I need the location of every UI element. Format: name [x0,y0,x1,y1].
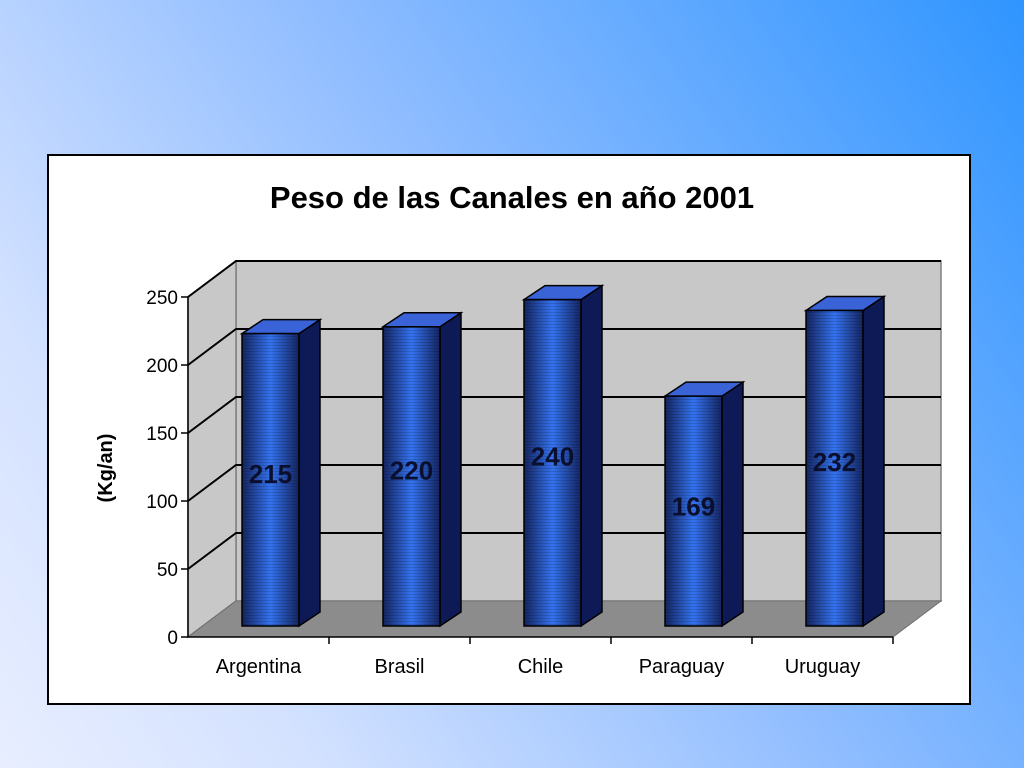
chart-title: Peso de las Canales en año 2001 [269,180,755,215]
x-tick-label: Argentina [216,656,302,678]
data-label: 169 [672,491,715,521]
y-tick-label: 50 [157,560,178,581]
bar-texture [383,326,440,626]
y-tick-label: 150 [146,424,178,445]
y-tick-label: 200 [146,356,178,377]
data-label: 215 [249,459,292,489]
bar-side [580,284,603,628]
y-tick-label: 0 [167,628,178,649]
x-tick-label: Uruguay [785,656,861,678]
x-tick-label: Paraguay [639,656,725,678]
y-tick-label: 250 [146,288,178,309]
bar-texture [806,310,863,626]
bar-side [298,318,321,628]
bar [380,311,464,628]
bar-side [862,295,885,628]
bar-side [439,311,462,628]
gridline [187,260,941,298]
bar [521,284,605,628]
bar-texture [665,396,722,626]
x-tick-label: Chile [518,656,564,678]
side-wall [187,259,237,639]
bar [662,380,746,628]
bar [803,295,887,628]
bar-texture [242,333,299,626]
bar-texture [524,299,581,626]
bar [239,318,323,628]
bar-side [721,380,744,628]
y-tick-label: 100 [146,492,178,513]
y-axis-label: (Kg/an) [95,434,117,503]
data-label: 240 [531,441,574,471]
x-tick-label: Brasil [374,656,424,678]
data-label: 220 [390,455,433,485]
gridline [187,328,941,366]
data-label: 232 [813,447,856,477]
